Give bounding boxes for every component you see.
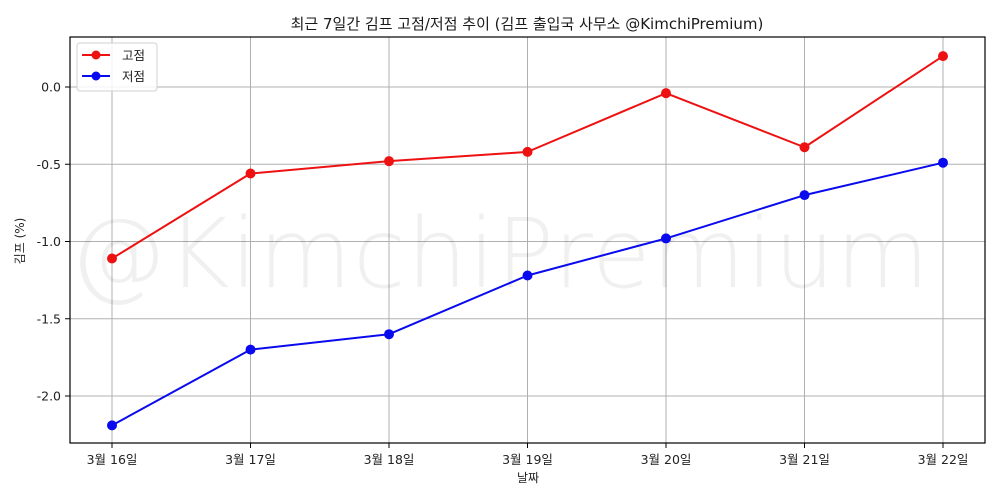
data-point <box>384 156 394 167</box>
data-point <box>107 420 117 431</box>
y-tick-label: -0.5 <box>37 157 61 172</box>
x-axis-ticks: 3월 16일 3월 17일 3월 18일 3월 19일 3월 20일 3월 21일 3월 2… <box>87 443 969 467</box>
legend-marker-low <box>91 71 101 81</box>
data-point <box>107 253 117 264</box>
data-point <box>522 270 533 281</box>
data-point <box>245 344 256 355</box>
y-axis-ticks: 0.0 -0.5 -1.0 -1.5 -2.0 <box>37 80 70 404</box>
gridlines <box>70 37 985 443</box>
data-point <box>799 190 810 201</box>
data-point <box>661 233 671 244</box>
legend: 고점 저점 <box>76 42 158 92</box>
legend-label-high: 고점 <box>122 48 145 63</box>
x-tick-label: 3월 22일 <box>918 452 969 467</box>
legend-label-low: 저점 <box>122 69 145 84</box>
y-axis-label: 김프 (%) <box>13 218 27 265</box>
data-point <box>938 157 948 168</box>
x-axis-label: 날짜 <box>517 471 539 485</box>
series-layer <box>107 51 948 431</box>
x-tick-label: 3월 18일 <box>364 452 415 467</box>
legend-item-low: 저점 <box>82 69 145 84</box>
data-point <box>661 88 671 99</box>
x-tick-label: 3월 20일 <box>641 452 692 467</box>
series-high <box>107 51 948 264</box>
y-tick-label: -1.5 <box>37 311 61 326</box>
series-low <box>107 157 948 431</box>
y-tick-label: 0.0 <box>41 80 61 95</box>
legend-marker-high <box>91 50 101 60</box>
x-tick-label: 3월 17일 <box>225 452 276 467</box>
data-point <box>245 168 256 179</box>
chart-title: 최근 7일간 김프 고점/저점 추이 (김프 출입국 사무소 @KimchiPr… <box>291 15 764 33</box>
data-point <box>522 146 533 157</box>
data-point <box>938 51 948 62</box>
x-tick-label: 3월 16일 <box>87 452 138 467</box>
data-point <box>384 329 394 340</box>
legend-item-high: 고점 <box>82 48 145 63</box>
data-point <box>799 142 810 153</box>
watermark: @KimchiPremium <box>70 198 931 310</box>
y-tick-label: -2.0 <box>37 389 61 404</box>
y-tick-label: -1.0 <box>37 234 61 249</box>
x-tick-label: 3월 21일 <box>779 452 830 467</box>
x-tick-label: 3월 19일 <box>502 452 553 467</box>
